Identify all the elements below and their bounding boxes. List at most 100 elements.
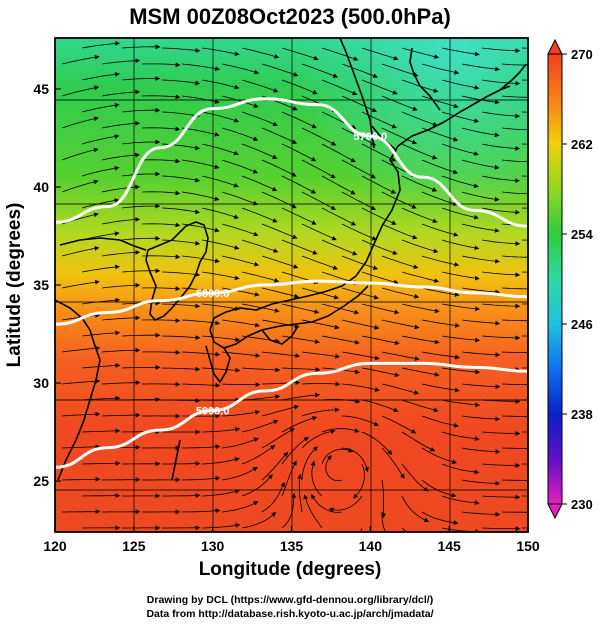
y-axis-label: Latitude (degrees) xyxy=(4,203,25,368)
streamline xyxy=(361,335,400,346)
streamline xyxy=(421,447,458,465)
contour-label: 5700.0 xyxy=(354,131,388,143)
streamline xyxy=(261,63,299,77)
figure-title: MSM 00Z08Oct2023 (500.0hPa) xyxy=(129,4,451,29)
streamline xyxy=(481,79,521,86)
streamline xyxy=(101,347,141,353)
y-tick-label: 35 xyxy=(33,277,49,293)
streamline xyxy=(81,428,121,434)
streamline xyxy=(461,159,500,170)
streamline xyxy=(181,255,220,264)
streamline xyxy=(81,71,120,81)
streamline xyxy=(341,351,380,361)
streamline xyxy=(201,111,240,123)
contour-line xyxy=(55,279,528,326)
streamline xyxy=(321,428,360,433)
streamline xyxy=(501,159,528,162)
colorbar-gradient xyxy=(547,53,563,505)
streamline xyxy=(81,102,120,113)
streamline xyxy=(461,351,501,358)
streamline xyxy=(101,89,141,97)
streamline xyxy=(321,79,358,96)
streamline xyxy=(381,512,387,532)
streamline xyxy=(281,47,319,61)
streamline xyxy=(321,335,360,345)
streamline xyxy=(241,47,280,59)
streamline xyxy=(341,255,379,270)
streamline xyxy=(461,287,501,295)
x-tick-label: 125 xyxy=(122,538,146,554)
streamline xyxy=(141,190,181,196)
streamline xyxy=(481,526,521,532)
y-axis-ticks: 25 30 35 40 45 xyxy=(33,81,61,489)
streamline xyxy=(441,175,479,189)
streamline xyxy=(381,63,419,77)
streamline xyxy=(101,282,141,289)
streamline xyxy=(162,461,201,466)
streamline xyxy=(481,239,521,247)
streamline xyxy=(281,111,317,129)
streamline xyxy=(301,446,318,481)
streamline xyxy=(121,365,161,370)
streamline xyxy=(201,207,239,219)
streamline xyxy=(241,143,278,159)
streamline xyxy=(281,335,320,344)
streamline xyxy=(421,319,460,328)
credit-drawing: Drawing by DCL (https://www.gfd-dennou.o… xyxy=(147,594,433,606)
streamline xyxy=(201,367,241,373)
streamline xyxy=(61,147,99,161)
streamline xyxy=(501,127,528,130)
streamline xyxy=(161,207,201,215)
streamline xyxy=(421,287,460,297)
streamline xyxy=(461,191,500,202)
streamline xyxy=(461,223,500,233)
streamline xyxy=(161,303,201,309)
streamline xyxy=(461,319,501,326)
credit-data: Data from http://database.rish.kyoto-u.a… xyxy=(146,608,433,620)
streamline xyxy=(281,303,320,314)
streamline xyxy=(181,382,221,388)
streamline xyxy=(241,175,278,192)
streamline xyxy=(141,62,181,68)
streamline xyxy=(341,191,377,210)
streamline xyxy=(321,207,357,226)
streamline xyxy=(121,268,161,274)
streamline xyxy=(381,415,417,434)
streamline xyxy=(221,467,258,481)
streamline xyxy=(381,255,419,269)
streamline xyxy=(161,271,201,277)
streamline xyxy=(341,223,377,241)
streamline xyxy=(101,152,140,161)
streamline xyxy=(221,501,259,513)
streamline xyxy=(161,79,201,86)
streamline xyxy=(181,159,220,170)
cold-patch xyxy=(55,38,528,532)
streamline xyxy=(421,415,459,428)
streamline xyxy=(441,463,480,475)
streamline xyxy=(421,63,460,75)
streamline xyxy=(241,367,281,373)
streamline xyxy=(201,143,239,156)
streamline xyxy=(401,207,438,223)
streamline xyxy=(101,250,141,257)
colorbar-tick-label: 230 xyxy=(571,497,593,512)
streamline xyxy=(361,239,398,255)
y-tick-label: 40 xyxy=(33,179,49,195)
streamline xyxy=(381,191,417,209)
streamline xyxy=(121,235,161,241)
streamline xyxy=(441,207,479,220)
streamline xyxy=(321,448,354,465)
streamline xyxy=(281,460,297,497)
streamline xyxy=(201,489,240,497)
streamline xyxy=(101,217,141,225)
streamline xyxy=(201,457,240,465)
streamline xyxy=(381,447,405,479)
streamline xyxy=(401,335,440,345)
streamline xyxy=(461,127,500,138)
streamline xyxy=(201,335,241,342)
streamline xyxy=(461,63,500,72)
streamline xyxy=(401,303,440,314)
streamline xyxy=(481,335,521,341)
x-tick-label: 120 xyxy=(43,538,67,554)
